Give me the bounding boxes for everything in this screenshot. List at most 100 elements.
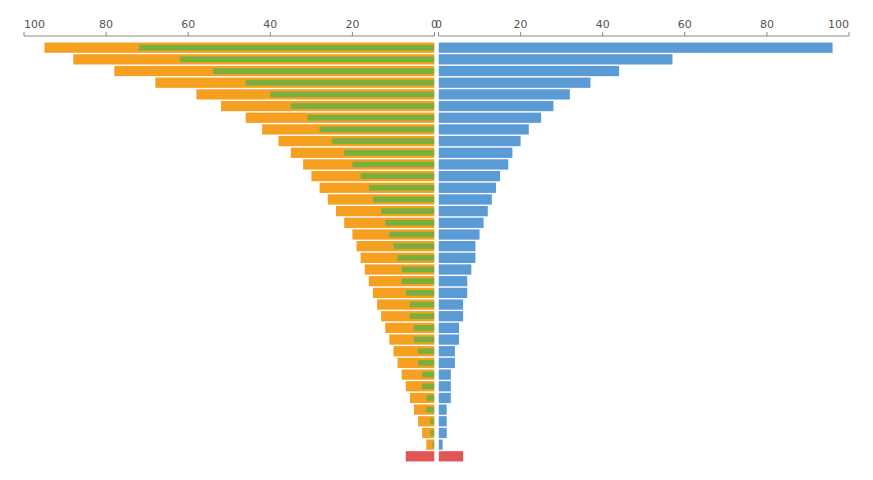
bar [439, 136, 521, 146]
bar [262, 124, 434, 134]
bar [377, 299, 434, 309]
bar [389, 334, 434, 344]
bar [439, 358, 455, 368]
bar [279, 136, 435, 146]
chart: 100806040200020406080100 [0, 0, 873, 480]
bar [369, 276, 435, 286]
bar [402, 369, 435, 379]
tick-label: 80 [760, 18, 774, 31]
bar [439, 124, 529, 134]
bar [432, 442, 434, 448]
bar [414, 404, 435, 414]
bar [439, 416, 447, 426]
bar [221, 101, 434, 111]
bar [303, 159, 434, 169]
tick [602, 32, 603, 36]
bar [291, 148, 435, 158]
bar [439, 299, 464, 309]
bar [439, 440, 443, 450]
bar [439, 229, 480, 239]
tick-label: 40 [596, 18, 610, 31]
bar [418, 416, 434, 426]
bar [439, 428, 447, 438]
bar [439, 78, 591, 88]
bar [418, 348, 434, 354]
bar [439, 66, 620, 76]
bar [426, 440, 434, 450]
tick-label: 20 [514, 18, 528, 31]
bar [426, 407, 434, 413]
tick-label: 80 [99, 18, 113, 31]
tick [106, 32, 107, 36]
bar [439, 101, 554, 111]
tick [438, 32, 439, 36]
tick-label: 100 [24, 18, 45, 31]
bar [393, 346, 434, 356]
tick [188, 32, 189, 36]
bar [365, 264, 435, 274]
axis-line [439, 36, 850, 37]
tick [434, 32, 435, 36]
bar [155, 78, 434, 88]
bar [180, 57, 435, 63]
bar [393, 243, 434, 249]
tick [352, 32, 353, 36]
bar [439, 54, 673, 64]
bar [418, 360, 434, 366]
bar [439, 323, 460, 333]
bar [439, 148, 513, 158]
bar [414, 325, 435, 331]
tick-label: 40 [263, 18, 277, 31]
tick-label: 100 [828, 18, 849, 31]
bar [406, 290, 435, 296]
bar [439, 393, 451, 403]
bar [439, 89, 570, 99]
bar [73, 54, 434, 64]
tick [24, 32, 25, 36]
bar [320, 127, 435, 133]
bar [385, 220, 434, 226]
bar [430, 430, 434, 436]
axis-line [24, 36, 435, 37]
bar [344, 218, 434, 228]
tick-label: 60 [678, 18, 692, 31]
bar [328, 194, 435, 204]
tick-label: 0 [435, 18, 442, 31]
bar [439, 206, 488, 216]
bar [406, 381, 435, 391]
bar [389, 232, 434, 238]
bar [439, 194, 492, 204]
tick [684, 32, 685, 36]
bar [439, 381, 451, 391]
tick-label: 20 [345, 18, 359, 31]
tick [849, 32, 850, 36]
bar [381, 311, 434, 321]
panel: 100806040200 [24, 18, 438, 461]
bar [410, 393, 435, 403]
bar [439, 183, 496, 193]
bar [352, 162, 434, 168]
bar [385, 323, 434, 333]
bar [414, 337, 435, 343]
bar [369, 185, 435, 191]
bar [439, 264, 472, 274]
bar [357, 241, 435, 251]
bars [45, 43, 435, 462]
bar [352, 229, 434, 239]
tick-label: 60 [181, 18, 195, 31]
bar [332, 138, 435, 144]
bar [439, 241, 476, 251]
bar [406, 451, 435, 461]
bar [196, 89, 434, 99]
bar [422, 383, 434, 389]
bar [213, 68, 435, 74]
bar [439, 218, 484, 228]
bar [361, 253, 435, 263]
bar [45, 43, 435, 53]
bar [402, 278, 435, 284]
bar [307, 115, 434, 121]
bar [139, 45, 435, 51]
bar [361, 173, 435, 179]
bar [373, 288, 435, 298]
bar [320, 183, 435, 193]
